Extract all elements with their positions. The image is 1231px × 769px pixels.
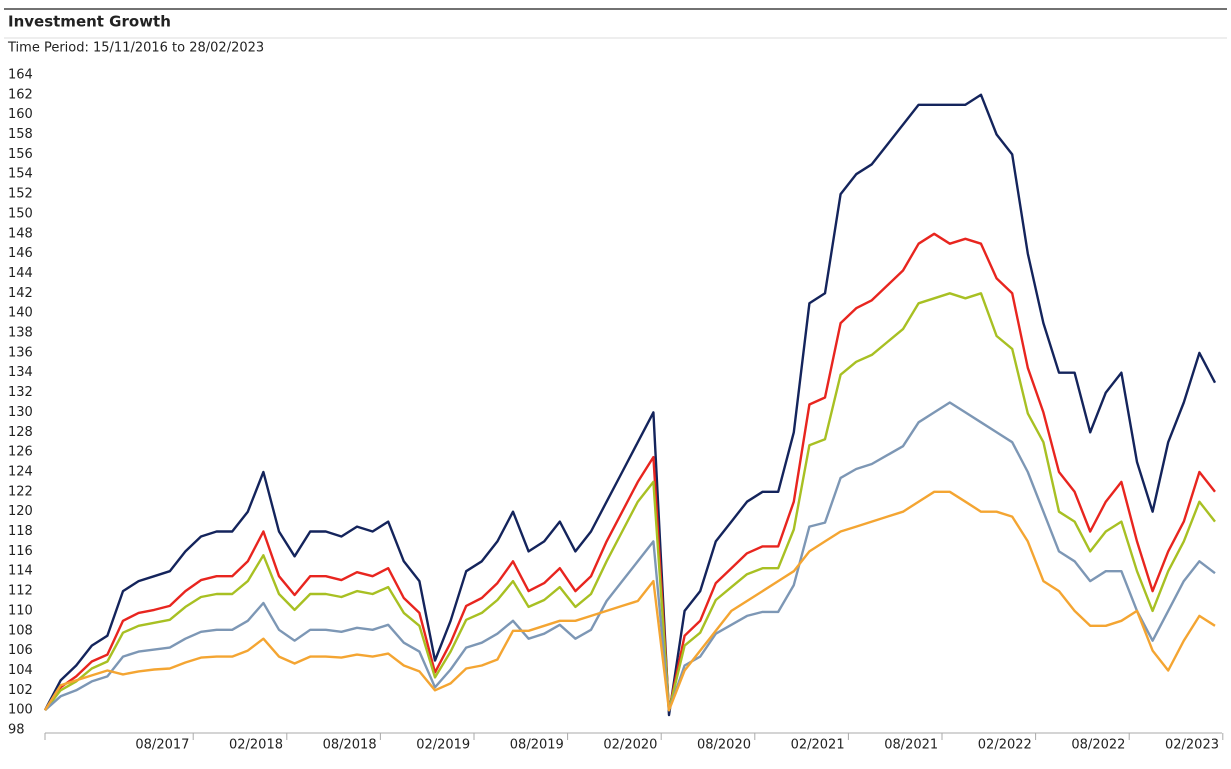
x-tick-label: 08/2021 [884, 738, 938, 753]
y-tick-label: 146 [8, 246, 33, 261]
y-tick-label: 122 [8, 484, 33, 499]
y-tick-label: 154 [8, 167, 33, 182]
y-tick-label: 148 [8, 226, 33, 241]
y-tick-label: 164 [8, 68, 33, 83]
x-tick-label: 08/2017 [135, 738, 189, 753]
y-tick-label: 116 [8, 544, 33, 559]
y-tick-label: 134 [8, 365, 33, 380]
y-tick-label: 104 [8, 663, 33, 678]
x-tick-label: 02/2023 [1165, 738, 1219, 753]
y-tick-label: 108 [8, 623, 33, 638]
y-tick-label: 144 [8, 266, 33, 281]
y-tick-label: 156 [8, 147, 33, 162]
y-tick-label: 102 [8, 683, 33, 698]
x-tick-label: 02/2018 [229, 738, 283, 753]
y-tick-label: 120 [8, 504, 33, 519]
y-tick-label: 124 [8, 464, 33, 479]
y-tick-label: 130 [8, 405, 33, 420]
x-tick-label: 02/2019 [416, 738, 470, 753]
series-line [43, 490, 1216, 712]
y-tick-label: 112 [8, 584, 33, 599]
x-tick-label: 08/2022 [1071, 738, 1125, 753]
y-tick-label: 142 [8, 286, 33, 301]
x-tick-label: 08/2019 [510, 738, 564, 753]
x-tick-label: 02/2020 [603, 738, 657, 753]
y-tick-label: 150 [8, 206, 33, 221]
y-tick-label: 136 [8, 345, 33, 360]
x-tick-label: 02/2021 [791, 738, 845, 753]
y-tick-label: 114 [8, 564, 33, 579]
series-line [44, 232, 1216, 712]
y-tick-label: 132 [8, 385, 33, 400]
x-tick-label: 08/2018 [323, 738, 377, 753]
y-tick-label: 110 [8, 603, 33, 618]
chart-title: Investment Growth [8, 13, 171, 31]
y-tick-label: 118 [8, 524, 33, 539]
chart-subtitle: Time Period: 15/11/2016 to 28/02/2023 [7, 41, 264, 56]
y-tick-label: 106 [8, 643, 33, 658]
y-tick-label: 160 [8, 107, 33, 122]
y-tick-label: 100 [8, 703, 33, 718]
y-tick-label: 138 [8, 326, 33, 341]
y-tick-label: 152 [8, 187, 33, 202]
x-tick-label: 08/2020 [697, 738, 751, 753]
y-tick-label: 126 [8, 445, 33, 460]
series-line [43, 93, 1217, 717]
y-tick-label: 158 [8, 127, 33, 142]
y-tick-label: 140 [8, 306, 33, 321]
series-line [44, 292, 1216, 712]
y-tick-label: 98 [8, 723, 25, 738]
y-tick-label: 162 [8, 87, 33, 102]
x-tick-label: 02/2022 [978, 738, 1032, 753]
series-line [44, 401, 1216, 712]
y-tick-label: 128 [8, 425, 33, 440]
